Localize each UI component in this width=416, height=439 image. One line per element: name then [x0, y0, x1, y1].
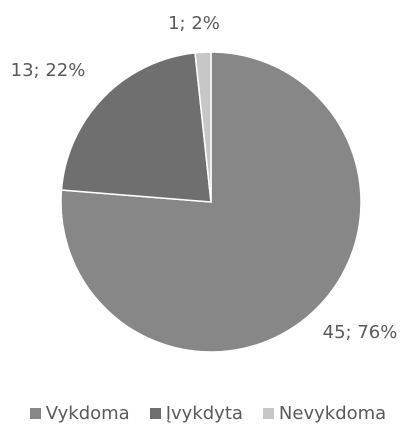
pie-slice-vykdoma: [60, 51, 362, 353]
legend: Vykdoma Įvykdyta Nevykdoma: [0, 398, 416, 428]
pie-slice-ivykdyta: [60, 52, 212, 203]
data-label-vykdoma: 45; 76%: [323, 322, 398, 343]
legend-item-nevykdoma: Nevykdoma: [262, 402, 387, 424]
legend-item-ivykdyta: Įvykdyta: [149, 402, 243, 424]
pie-slice-nevykdoma: [194, 51, 212, 203]
legend-label-nevykdoma: Nevykdoma: [278, 402, 387, 424]
legend-label-vykdoma: Vykdoma: [45, 402, 130, 424]
legend-item-vykdoma: Vykdoma: [29, 402, 130, 424]
legend-swatch-ivykdyta: [149, 407, 161, 419]
legend-label-ivykdyta: Įvykdyta: [165, 402, 243, 424]
data-label-nevykdoma: 1; 2%: [168, 13, 220, 34]
legend-swatch-vykdoma: [29, 407, 41, 419]
legend-swatch-nevykdoma: [262, 407, 274, 419]
pie-chart: 45; 76% 13; 22% 1; 2%: [11, 13, 398, 353]
data-label-ivykdyta: 13; 22%: [11, 60, 86, 81]
